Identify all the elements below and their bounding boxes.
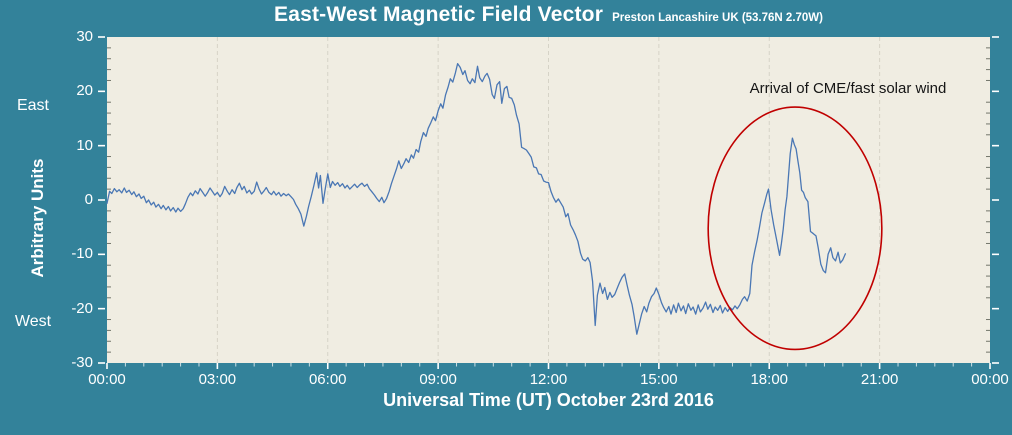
x-tick-label: 03:00 (198, 371, 237, 388)
chart-subtitle: Preston Lancashire UK (53.76N 2.70W) (612, 12, 823, 24)
data-line (106, 62, 847, 335)
cme-annotation-text: Arrival of CME/fast solar wind (749, 80, 947, 97)
y-axis-title: Arbitrary Units (28, 158, 47, 278)
x-tick-label: 21:00 (860, 371, 899, 388)
chart-header: East-West Magnetic Field Vector Preston … (107, 3, 990, 35)
cme-ellipse (707, 106, 883, 351)
y-tick-label: 30 (76, 28, 93, 45)
y-tick-label: 0 (84, 191, 93, 208)
y-tick-label: -10 (71, 245, 93, 263)
west-direction-label: West (14, 313, 52, 330)
x-tick-label: 00:00 (971, 371, 1009, 388)
x-tick-label: 09:00 (419, 371, 457, 388)
x-tick-label: 06:00 (308, 371, 347, 388)
x-tick-label: 12:00 (529, 371, 568, 388)
chart-title: East-West Magnetic Field Vector (274, 3, 604, 26)
x-tick-label: 15:00 (640, 371, 678, 388)
east-direction-label: East (16, 97, 49, 114)
x-axis-title: Universal Time (UT) October 23rd 2016 (383, 390, 714, 410)
y-tick-label: 10 (76, 136, 93, 154)
y-tick-label: -20 (71, 299, 93, 317)
y-tick-label: 20 (76, 82, 93, 100)
x-tick-label: 00:00 (88, 371, 126, 388)
y-tick-label: -30 (71, 354, 93, 371)
x-tick-label: 18:00 (750, 371, 789, 388)
